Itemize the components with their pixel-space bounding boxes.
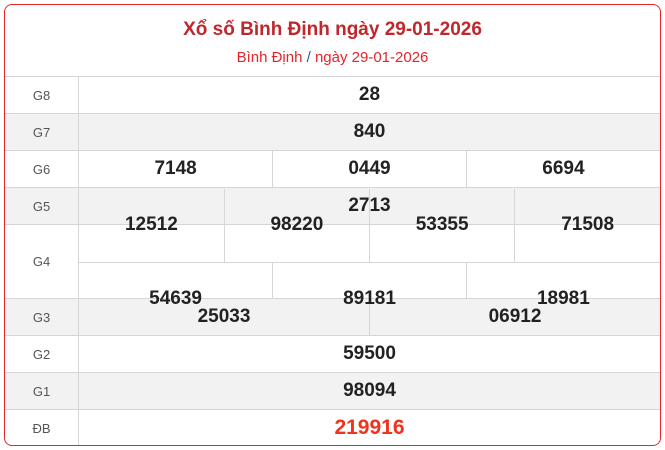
- prize-label: G4: [5, 224, 79, 299]
- prize-number: 6694: [465, 151, 660, 187]
- prize-number: 25033: [79, 299, 370, 335]
- page-title: Xổ số Bình Định ngày 29-01-2026: [183, 19, 482, 40]
- breadcrumb: Bình Định / ngày 29-01-2026: [5, 49, 660, 66]
- prize-row-g4: G4 12512 98220 53355 71508 54639 89181 1…: [5, 188, 660, 335]
- prize-number: 12512: [79, 188, 225, 262]
- results-header: Xổ số Bình Định ngày 29-01-2026 Bình Địn…: [5, 5, 660, 77]
- prize-number: 840: [78, 113, 660, 151]
- prize-row-g6: G6 7148 0449 6694: [5, 150, 660, 188]
- prize-label: G6: [5, 150, 79, 188]
- prize-number: 53355: [368, 188, 516, 262]
- prize-row-special: ĐB 219916: [5, 409, 660, 445]
- prize-label: G3: [5, 298, 79, 336]
- prize-label: G2: [5, 335, 79, 373]
- prize-label: G8: [5, 77, 79, 114]
- prize-number: 28: [78, 77, 660, 114]
- prize-row-g2: G2 59500: [5, 335, 660, 373]
- prize-number: 06912: [369, 299, 660, 335]
- prize-row-g7: G7 840: [5, 113, 660, 151]
- prize-row-g1: G1 98094: [5, 372, 660, 410]
- prize-row-g8: G8 28: [5, 77, 660, 114]
- prize-number: 98094: [78, 372, 660, 410]
- prize-label: G7: [5, 113, 79, 151]
- prize-number: 0449: [272, 151, 467, 187]
- prize-label: G1: [5, 372, 79, 410]
- prize-number: 71508: [514, 188, 660, 262]
- prize-number: 59500: [78, 335, 660, 373]
- prize-number: 7148: [79, 151, 274, 187]
- breadcrumb-separator: /: [306, 49, 311, 66]
- breadcrumb-date-link[interactable]: ngày 29-01-2026: [314, 49, 429, 66]
- results-table: G8 28 G7 840 G6 7148 0449 6694 G5 2713 G4 1…: [5, 77, 660, 445]
- prize-label: ĐB: [5, 409, 79, 445]
- prize-label: G5: [5, 187, 79, 225]
- results-card: Xổ số Bình Định ngày 29-01-2026 Bình Địn…: [4, 4, 661, 446]
- special-prize-number: 219916: [78, 409, 660, 445]
- breadcrumb-province-link[interactable]: Bình Định: [236, 49, 303, 66]
